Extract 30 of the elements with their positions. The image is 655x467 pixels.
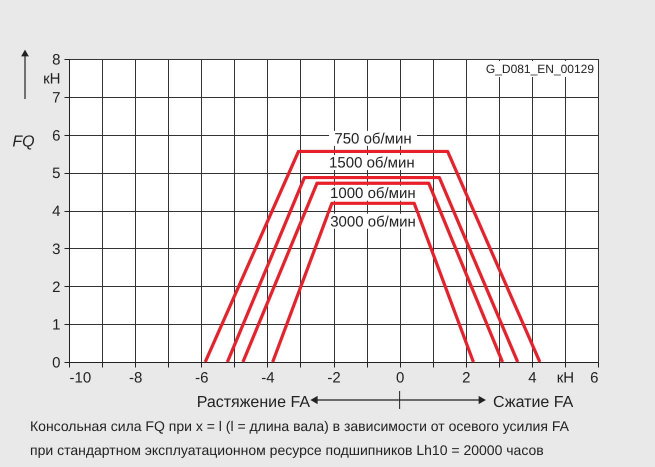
x-tick-label: кН [556,370,574,386]
annotation: G_D081_EN_00129 [486,62,594,76]
y-tick-label: кН [43,70,60,88]
y-tick-label: 4 [52,203,60,220]
text: Сжатие FA [493,394,574,411]
series-label: 1000 об/мин [330,185,416,202]
y-tick-label: 0 [52,354,60,372]
y-tick-label: 7 [52,89,60,106]
x-tick-label: -10 [70,370,92,386]
x-tick-label: 0 [396,370,404,386]
x-tick-label: -4 [261,370,275,386]
x-tick-label: 6 [590,370,598,386]
series-label: 750 об/мин [334,130,412,148]
y-tick-label: 8 [52,52,60,68]
series-label: 1500 об/мин [329,154,415,172]
x-tick-label: 4 [528,370,537,386]
y-tick-label: 2 [52,278,60,296]
y-axis-title: FQ [12,134,35,150]
series-label: 3000 об/мин [330,213,416,230]
x-tick-label: -8 [128,370,142,386]
text: Растяжение FA [196,394,310,411]
y-tick-label: 3 [52,240,60,258]
text: при стандартном эксплуатационном ресурсе подшипников Lh10 = 20000 часов [30,442,544,458]
x-tick-label: -6 [195,370,208,386]
x-tick-label: -2 [327,370,341,386]
x-tick-label: 2 [462,370,470,386]
text: Консольная сила FQ при x = l (l = длина вала) в зависимости от осевого усилия FA [30,418,570,434]
y-tick-label: 1 [52,316,60,334]
y-tick-label: 6 [52,127,60,144]
y-tick-label: 5 [52,165,60,182]
